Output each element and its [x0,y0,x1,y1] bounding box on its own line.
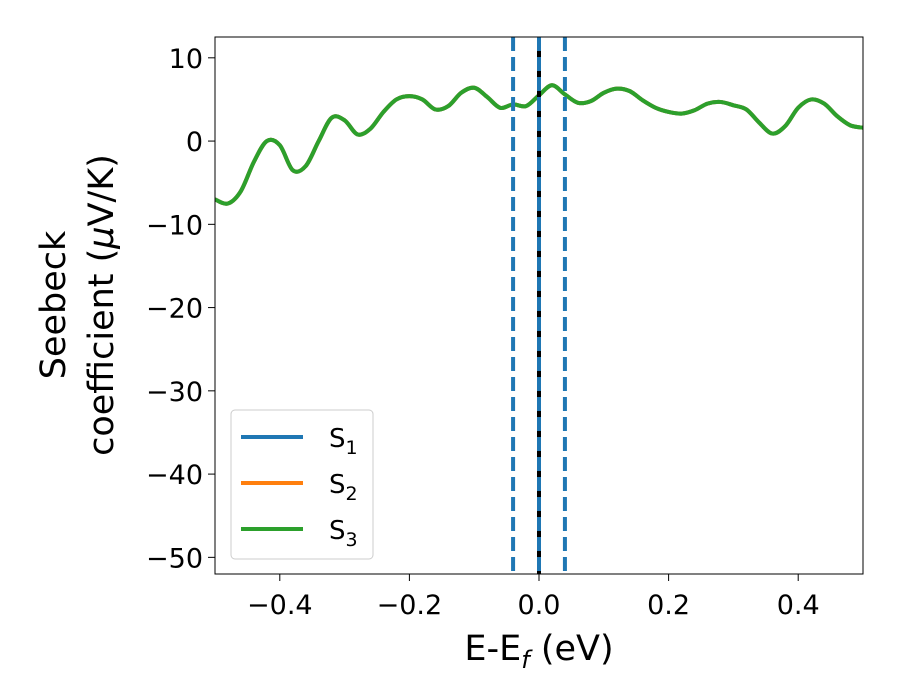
x-tick-label: 0.4 [777,590,820,621]
x-axis-label: E-Ef (eV) [464,629,613,674]
x-tick-label: −0.2 [377,590,443,621]
y-tick-label: −10 [146,210,203,241]
x-tick-label: −0.4 [247,590,313,621]
legend-label-s2: S2 [329,470,358,505]
y-tick-label: −20 [146,294,203,325]
x-tick-label: 0.0 [518,590,561,621]
x-tick-label: 0.2 [647,590,690,621]
axes: −0.4 −0.2 0.0 0.2 0.4 10 0 −10 −20 −30 −40 −50 [146,36,864,621]
y-tick-label: 10 [169,44,203,75]
legend: S1 S2 S3 [230,409,374,560]
legend-label-s1: S1 [329,424,358,459]
y-tick-label: −40 [146,460,203,491]
vertical-lines [511,37,567,574]
y-axis-label-line2: coefficient (μV/K) [82,154,122,456]
y-tick-label: −50 [146,543,203,574]
legend-label-s3: S3 [329,516,358,551]
y-tick-label: −30 [146,377,203,408]
y-tick-label: 0 [186,127,203,158]
y-axis-label-line1: Seebeck [34,230,74,379]
